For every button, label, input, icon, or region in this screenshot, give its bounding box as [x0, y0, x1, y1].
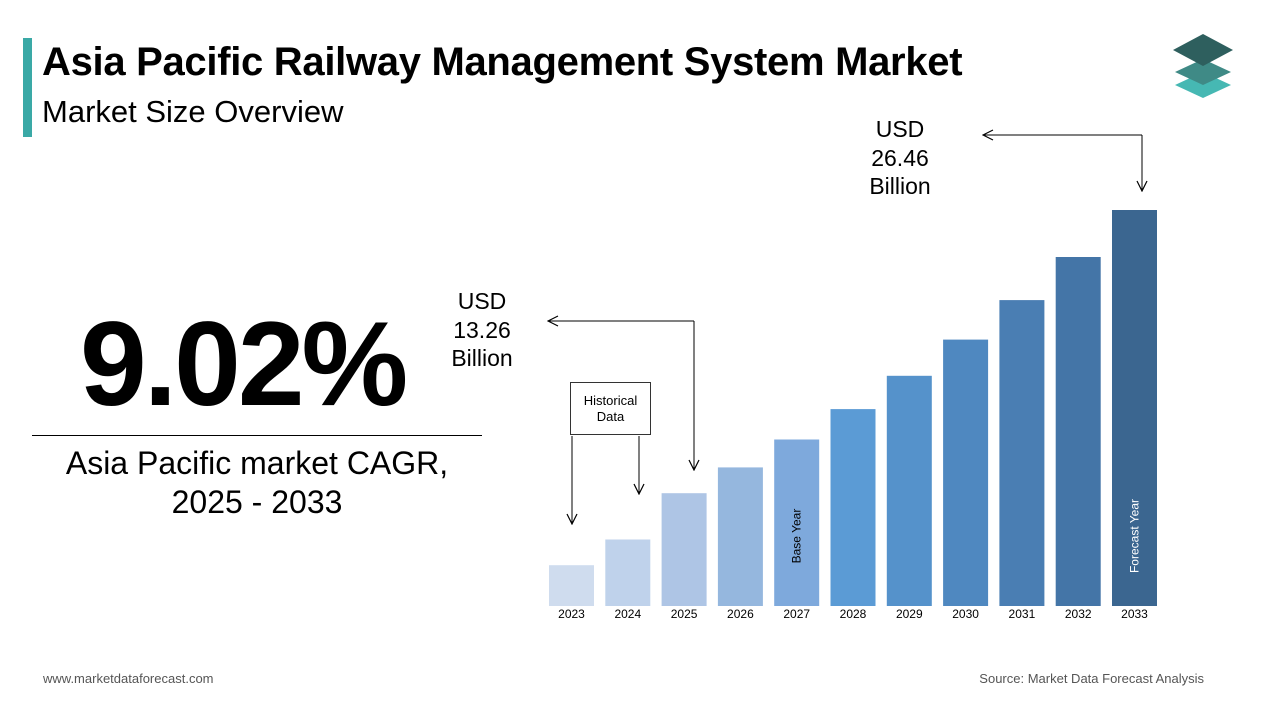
bar-2030 — [943, 339, 989, 606]
source-note: Source: Market Data Forecast Analysis — [979, 671, 1204, 686]
x-tick-label-2024: 2024 — [614, 607, 641, 621]
page-title: Asia Pacific Railway Management System M… — [42, 40, 963, 84]
start-value-callout: USD 13.26 Billion — [427, 287, 537, 373]
bar-annotation-2033: Forecast Year — [1128, 499, 1142, 573]
cagr-value: 9.02% — [80, 297, 408, 431]
x-tick-label-2029: 2029 — [896, 607, 923, 621]
cagr-caption: Asia Pacific market CAGR, 2025 - 2033 — [32, 444, 482, 522]
x-tick-label-2032: 2032 — [1065, 607, 1092, 621]
title-accent-bar — [23, 38, 32, 137]
cagr-caption-line1: Asia Pacific market CAGR, — [65, 445, 449, 481]
bar-2025 — [661, 493, 707, 606]
bar-2033 — [1112, 210, 1157, 606]
bar-2031 — [999, 300, 1045, 606]
x-tick-label-2028: 2028 — [840, 607, 867, 621]
x-tick-label-2027: 2027 — [783, 607, 810, 621]
start-callout-unit: Billion — [451, 345, 513, 371]
bar-2028 — [830, 409, 876, 606]
brand-logo-icon — [1173, 34, 1233, 98]
bar-2023 — [549, 565, 594, 606]
x-tick-label-2026: 2026 — [727, 607, 754, 621]
end-callout-currency: USD — [875, 116, 925, 142]
end-callout-unit: Billion — [869, 173, 931, 199]
bar-2029 — [886, 375, 932, 606]
start-callout-amount: 13.26 — [453, 316, 511, 343]
x-tick-label-2025: 2025 — [671, 607, 698, 621]
x-tick-label-2033: 2033 — [1121, 607, 1148, 621]
logo-layer-middle — [1175, 59, 1231, 85]
bar-2027 — [774, 439, 820, 606]
end-value-callout: USD 26.46 Billion — [845, 115, 955, 201]
end-callout-amount: 26.46 — [871, 144, 929, 171]
bar-2024 — [605, 539, 651, 606]
cagr-divider — [32, 435, 482, 436]
start-callout-currency: USD — [457, 288, 507, 314]
website-link[interactable]: www.marketdataforecast.com — [43, 671, 214, 686]
bar-2032 — [1055, 257, 1101, 606]
historical-data-label: Historical Data — [570, 382, 651, 435]
x-tick-label-2031: 2031 — [1009, 607, 1036, 621]
logo-layer-top — [1173, 34, 1233, 66]
bar-2026 — [717, 467, 763, 606]
bar-annotation-2027: Base Year — [790, 509, 804, 564]
x-tick-label-2023: 2023 — [558, 607, 585, 621]
page-subtitle: Market Size Overview — [42, 94, 344, 129]
cagr-caption-line2: 2025 - 2033 — [171, 484, 343, 520]
x-tick-label-2030: 2030 — [952, 607, 979, 621]
